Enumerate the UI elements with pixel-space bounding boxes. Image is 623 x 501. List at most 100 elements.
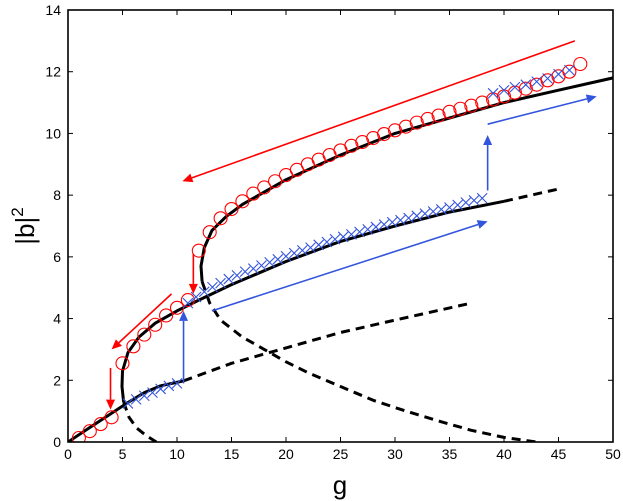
cross-marker: [362, 224, 374, 235]
direction-arrow: [487, 94, 597, 125]
cross-marker: [419, 208, 431, 220]
cross-marker: [182, 297, 194, 309]
circle-marker: [137, 327, 152, 342]
circle-marker: [224, 201, 239, 217]
cross-marker: [487, 87, 499, 99]
x-tick-label: 15: [224, 446, 240, 462]
y-axis-label-group: |b|2: [8, 207, 40, 244]
y-axis-label-base: |b|: [10, 217, 40, 245]
circle-marker: [71, 430, 86, 442]
circle-marker: [453, 101, 468, 116]
cross-marker: [231, 269, 243, 281]
curve-dashed-1: [182, 301, 472, 383]
x-tick-label: 10: [169, 446, 185, 462]
circle-marker: [202, 225, 217, 240]
y-axis-label-superscript: 2: [8, 207, 27, 216]
y-tick-label: 4: [53, 311, 61, 327]
circle-marker: [409, 115, 424, 130]
arrow-shaft: [487, 98, 588, 125]
circle-marker: [387, 123, 403, 138]
circle-marker: [268, 174, 283, 189]
direction-arrow: [483, 134, 493, 191]
cross-marker: [395, 214, 406, 226]
axis-ticks: 0 5 10 15 20 25 30 35 40 45 50 0 2 4 6 8 10 12 14: [45, 2, 621, 462]
y-tick-label: 2: [53, 372, 61, 388]
direction-arrow: [106, 367, 116, 410]
cross-marker: [476, 192, 488, 204]
circle-marker: [246, 186, 261, 201]
x-axis-label: g: [333, 470, 347, 500]
circle-marker: [562, 64, 577, 79]
y-tick-label: 12: [45, 64, 61, 80]
circle-marker: [420, 111, 435, 126]
cross-marker: [155, 383, 167, 395]
circle-marker: [148, 317, 163, 332]
circle-marker: [431, 108, 446, 123]
curve-solid-2: [120, 199, 505, 403]
y-tick-label: 8: [53, 187, 61, 203]
circle-marker: [115, 356, 130, 371]
circle-marker: [464, 98, 479, 113]
x-tick-label: 25: [333, 446, 349, 462]
arrow-head: [182, 173, 194, 183]
y-tick-label: 14: [45, 2, 61, 18]
arrow-head: [106, 399, 116, 410]
cross-marker: [542, 73, 553, 84]
plot-content: [68, 40, 613, 442]
cross-marker: [509, 81, 521, 93]
arrow-head: [483, 134, 493, 145]
curve-dashed-4: [122, 401, 158, 442]
cross-marker: [564, 64, 575, 76]
arrow-shaft: [191, 40, 576, 179]
cross-marker: [403, 212, 415, 224]
x-tick-label: 50: [605, 446, 621, 462]
circle-marker: [377, 126, 392, 142]
cross-marker: [370, 221, 382, 233]
circle-marker: [257, 180, 272, 195]
arrow-shaft: [211, 223, 479, 312]
direction-arrow: [111, 293, 173, 350]
cross-marker: [444, 202, 455, 213]
circle-marker: [344, 138, 359, 153]
circle-marker: [191, 243, 206, 258]
direction-arrow: [179, 310, 189, 384]
circle-marker: [180, 293, 195, 308]
arrow-head: [476, 220, 488, 229]
cross-marker: [411, 210, 423, 222]
cross-marker: [122, 398, 134, 409]
cross-marker: [313, 239, 325, 251]
x-tick-label: 20: [278, 446, 294, 462]
cross-marker: [288, 247, 300, 259]
cross-marker: [460, 197, 472, 208]
arrow-head: [188, 283, 198, 294]
arrow-head: [585, 94, 597, 104]
x-tick-label: 45: [551, 446, 567, 462]
cross-marker: [256, 260, 267, 271]
circle-marker: [442, 104, 457, 119]
arrow-head: [111, 339, 122, 350]
cross-marker: [427, 206, 439, 217]
cross-marker: [138, 390, 150, 402]
circle-marker: [573, 56, 588, 72]
y-tick-label: 0: [53, 434, 61, 450]
cross-marker: [207, 281, 218, 293]
curve-solid-5: [199, 76, 613, 282]
cross-marker: [296, 244, 308, 256]
cross-marker: [520, 79, 532, 91]
cross-marker: [163, 380, 175, 392]
curve-dashed-6: [200, 281, 537, 442]
circle-marker: [235, 194, 250, 209]
cross-marker: [130, 394, 142, 405]
cross-marker: [531, 76, 543, 87]
direction-arrow: [182, 40, 576, 183]
circle-marker: [213, 211, 228, 226]
direction-arrow: [211, 220, 488, 312]
direction-arrow: [188, 253, 198, 294]
cross-marker: [346, 228, 357, 240]
circle-marker: [475, 95, 490, 110]
x-tick-label: 40: [496, 446, 512, 462]
x-tick-label: 35: [442, 446, 458, 462]
x-tick-label: 30: [387, 446, 403, 462]
cross-marker: [498, 84, 510, 96]
cross-marker: [337, 231, 349, 243]
